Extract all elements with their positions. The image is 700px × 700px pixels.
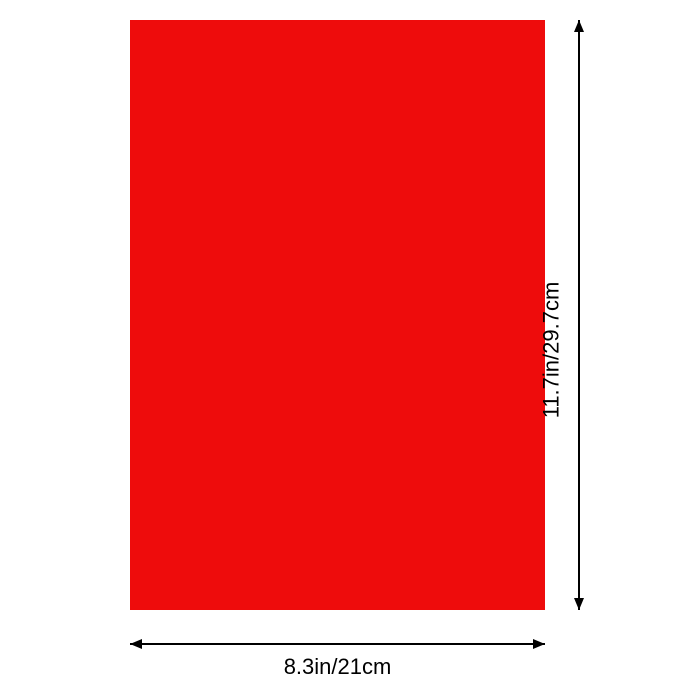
height-dimension-line: [578, 20, 580, 610]
width-dimension-line: [130, 643, 545, 645]
arrow-right-icon: [533, 639, 545, 649]
height-dimension-label: 11.7in/29.7cm: [539, 282, 565, 419]
dimension-diagram: 11.7in/29.7cm 8.3in/21cm: [70, 0, 630, 700]
arrow-down-icon: [574, 598, 584, 610]
arrow-up-icon: [574, 20, 584, 32]
paper-rectangle: [130, 20, 545, 610]
arrow-left-icon: [130, 639, 142, 649]
width-dimension-label: 8.3in/21cm: [130, 654, 545, 680]
